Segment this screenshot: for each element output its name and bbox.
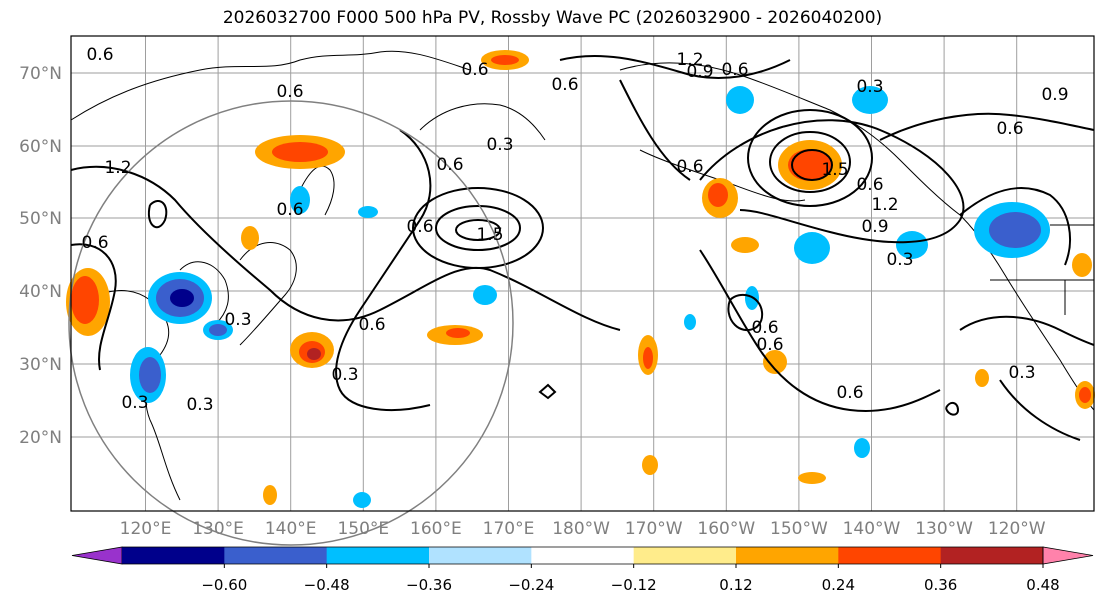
contour-label: 0.9	[861, 217, 888, 237]
lat-label: 20°N	[19, 428, 62, 448]
pv-contours	[70, 54, 1095, 441]
contour-label: 1.5	[821, 160, 848, 180]
contour-label: 0.3	[856, 77, 883, 97]
lon-label: 170°E	[483, 519, 535, 539]
colorbar-segment	[429, 547, 532, 564]
colorbar-tick-label: −0.12	[611, 576, 657, 594]
colorbar-segment	[633, 547, 737, 564]
contour-label: 0.6	[856, 175, 883, 195]
colorbar-segment	[531, 547, 635, 564]
contour-label: 0.9	[686, 62, 713, 82]
chart-title: 2026032700 F000 500 hPa PV, Rossby Wave …	[222, 8, 883, 28]
colorbar-segment	[736, 547, 839, 564]
contour-label: 0.6	[406, 217, 433, 237]
contour-label: 0.6	[756, 335, 783, 355]
colorbar-ticks: −0.60 −0.48 −0.36 −0.24 −0.12 0.12 0.24 0.36 0.4…	[201, 564, 1060, 594]
lon-label: 180°W	[552, 519, 610, 539]
lon-label: 160°W	[697, 519, 755, 539]
contour-label: 0.6	[86, 45, 113, 65]
longitude-labels: 120°E 130°E 140°E 150°E 160°E 170°E 180°W 170°W…	[120, 519, 1046, 539]
colorbar-segment	[122, 547, 225, 564]
contour-label: 0.3	[331, 365, 358, 385]
contour-label: 0.3	[121, 393, 148, 413]
contour-label: 0.6	[276, 200, 303, 220]
colorbar-tick-label: −0.36	[406, 576, 452, 594]
colorbar-tick-label: 0.48	[1026, 576, 1059, 594]
lat-label: 40°N	[19, 282, 62, 302]
contour-label: 1.2	[871, 195, 898, 215]
lon-label: 130°W	[915, 519, 973, 539]
contour-label: 0.6	[358, 315, 385, 335]
contour-labels: 0.61.20.60.60.60.60.6 1.20.9 0.60.6 1.50.60…	[81, 45, 1068, 415]
lon-label: 130°E	[192, 519, 244, 539]
contour-label: 0.3	[186, 395, 213, 415]
latitude-labels: 70°N 60°N 50°N 40°N 30°N 20°N	[19, 64, 62, 448]
contour-label: 0.6	[461, 60, 488, 80]
lat-label: 60°N	[19, 137, 62, 157]
lon-label: 170°W	[625, 519, 683, 539]
colorbar-tick-label: −0.24	[508, 576, 554, 594]
colorbar-segment	[326, 547, 430, 564]
contour-label: 0.6	[436, 155, 463, 175]
lon-label: 150°E	[337, 519, 389, 539]
lon-label: 150°W	[770, 519, 828, 539]
lon-label: 160°E	[410, 519, 462, 539]
contour-label: 0.6	[751, 318, 778, 338]
colorbar-segment	[224, 547, 328, 564]
lon-label: 140°W	[843, 519, 901, 539]
contour-label: 0.6	[81, 233, 108, 253]
colorbar-tick-label: 0.36	[924, 576, 957, 594]
lon-label: 120°W	[988, 519, 1046, 539]
contour-label: 1.2	[104, 158, 131, 178]
colorbar-tick-label: 0.24	[822, 576, 855, 594]
contour-label: 0.3	[486, 135, 513, 155]
lon-label: 140°E	[265, 519, 317, 539]
colorbar-extend-max	[1042, 546, 1094, 565]
contour-label: 0.3	[224, 310, 251, 330]
contour-label: 0.9	[1041, 85, 1068, 105]
colorbar-tick-label: −0.60	[201, 576, 247, 594]
contour-label: 0.6	[276, 82, 303, 102]
contour-label: 1.2	[676, 50, 703, 70]
contour-label: 1.5	[476, 225, 503, 245]
lat-label: 70°N	[19, 64, 62, 84]
target-circle	[68, 100, 514, 546]
colorbar-segment	[838, 547, 942, 564]
lon-label: 120°E	[120, 519, 172, 539]
contour-label: 0.3	[886, 250, 913, 270]
colorbar-extend-min	[71, 546, 123, 565]
pv-shading	[66, 50, 1095, 508]
colorbar-segment	[940, 547, 1044, 564]
map-background	[71, 36, 1094, 511]
contour-label: 0.6	[676, 157, 703, 177]
contour-label: 0.6	[721, 60, 748, 80]
map-panel: 0.61.20.60.60.60.60.6 1.20.9 0.60.6 1.50.60…	[66, 35, 1095, 546]
lat-label: 50°N	[19, 209, 62, 229]
contour-label: 0.6	[996, 119, 1023, 139]
colorbar-tick-label: −0.48	[304, 576, 350, 594]
graticule	[71, 36, 1094, 511]
contour-label: 0.6	[551, 75, 578, 95]
contour-label: 0.3	[1008, 363, 1035, 383]
colorbar	[71, 546, 1094, 565]
colorbar-tick-label: 0.12	[719, 576, 752, 594]
map-frame	[70, 35, 1095, 512]
lat-label: 30°N	[19, 355, 62, 375]
coastlines	[70, 50, 1095, 501]
contour-label: 0.6	[836, 383, 863, 403]
